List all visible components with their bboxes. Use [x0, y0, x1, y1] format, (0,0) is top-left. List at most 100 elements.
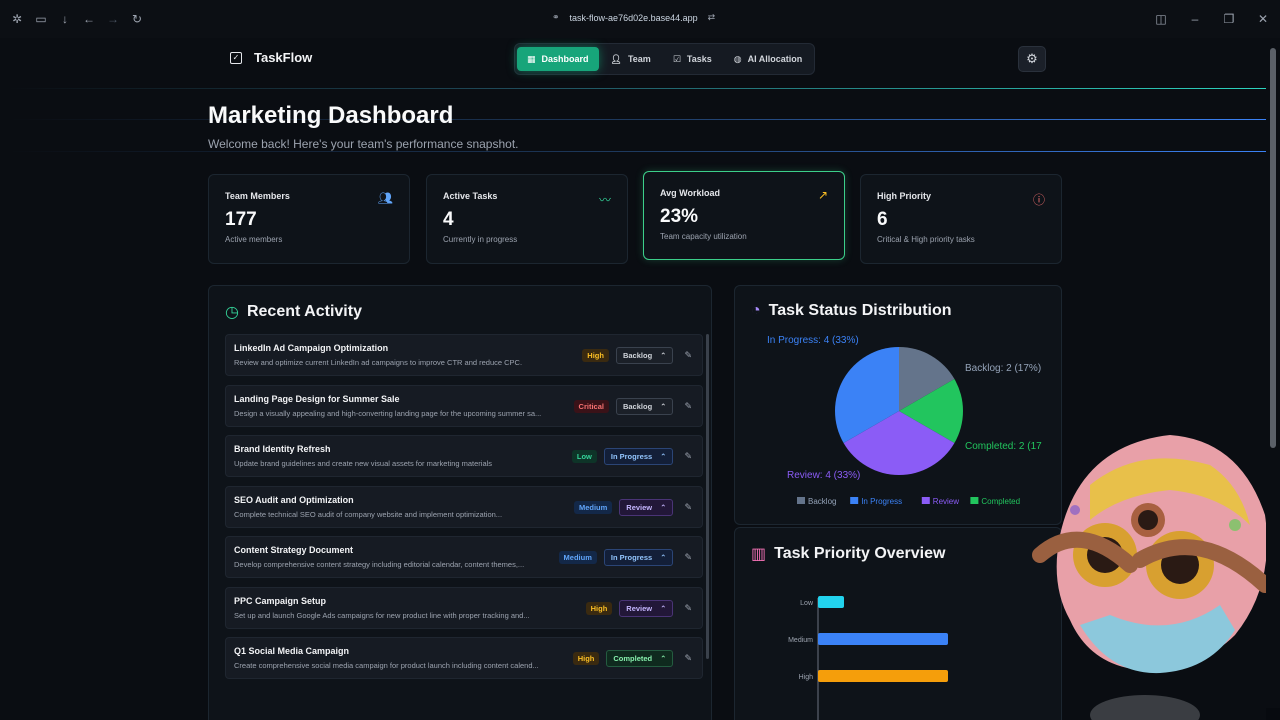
- close-icon[interactable]: ✕: [1257, 12, 1269, 26]
- panel-title: Task Priority Overview: [774, 545, 946, 562]
- stat-value: 6: [877, 209, 888, 230]
- download-icon[interactable]: ↓: [62, 12, 68, 26]
- legend-item[interactable]: In Progress: [850, 497, 902, 506]
- app-viewport: ✓ TaskFlow ▦ Dashboard 👤︎ Team ☑ Tasks ◍ AI …: [0, 38, 1266, 720]
- pie-slice-in-progress[interactable]: [835, 347, 899, 443]
- panel-title: Task Status Distribution: [768, 302, 952, 319]
- brand-name: TaskFlow: [254, 50, 313, 65]
- split-view-icon[interactable]: ◫: [1155, 12, 1167, 26]
- scrollbar-thumb[interactable]: [1270, 48, 1276, 448]
- browser-toolbar: ✲ ▭ ↓ ← → ↻ ⚭ task-flow-ae76d02e.base44.…: [0, 0, 1280, 38]
- edit-icon[interactable]: ✎: [684, 653, 692, 663]
- edit-icon[interactable]: ✎: [684, 350, 692, 360]
- task-description: Review and optimize current LinkedIn ad …: [234, 358, 523, 367]
- status-select[interactable]: Review ⌃: [619, 498, 674, 516]
- status-value: In Progress: [610, 452, 653, 461]
- stat-label: Active Tasks: [443, 191, 498, 201]
- pie-slice-completed[interactable]: [899, 379, 963, 443]
- chevron-updown-icon: ⌃: [660, 654, 667, 663]
- tick-label: High: [799, 674, 814, 681]
- page-scrollbar[interactable]: [1266, 38, 1280, 708]
- status-value: Completed: [613, 654, 653, 663]
- address-bar[interactable]: ⚭ task-flow-ae76d02e.base44.app ⇄: [552, 12, 715, 23]
- stat-label: Avg Workload: [660, 188, 721, 198]
- edit-icon[interactable]: ✎: [684, 552, 692, 562]
- priority-badge: Critical: [573, 399, 609, 413]
- stat-sub: Currently in progress: [443, 235, 518, 244]
- task-title: Brand Identity Refresh: [234, 444, 331, 454]
- pie-label: Completed: 2 (17: [965, 441, 1042, 452]
- legend-label: Completed: [981, 497, 1020, 506]
- legend-item[interactable]: Completed: [970, 497, 1020, 506]
- list-item[interactable]: LinkedIn Ad Campaign Optimization Review …: [225, 334, 703, 376]
- tune-icon[interactable]: ⇄: [707, 12, 716, 22]
- legend-swatch: [970, 497, 979, 504]
- pie-label: Backlog: 2 (17%): [965, 363, 1041, 374]
- legend-item[interactable]: Backlog: [797, 497, 836, 506]
- settings-button[interactable]: ⚙: [1018, 46, 1046, 72]
- stat-card-avg-workload[interactable]: Avg Workload 23% Team capacity utilizati…: [643, 171, 845, 260]
- bar-medium[interactable]: [818, 633, 948, 645]
- maximize-icon[interactable]: ❐: [1223, 12, 1235, 26]
- status-select[interactable]: In Progress ⌃: [603, 549, 674, 566]
- edit-icon[interactable]: ✎: [684, 602, 692, 613]
- bar-low[interactable]: [818, 596, 844, 608]
- status-select[interactable]: Backlog ⌃: [615, 397, 674, 415]
- list-item[interactable]: Q1 Social Media Campaign Create comprehen…: [225, 637, 703, 679]
- priority-badge: High: [572, 652, 600, 665]
- priority-badge: Low: [571, 450, 597, 463]
- legend-label: Backlog: [808, 497, 836, 506]
- status-select[interactable]: Backlog ⌃: [615, 347, 674, 364]
- chevron-updown-icon: ⌃: [660, 452, 667, 461]
- tab-team[interactable]: 👤︎ Team: [601, 47, 661, 71]
- sidebar-toggle-icon[interactable]: ▭: [35, 12, 47, 26]
- pie-slice-backlog[interactable]: [899, 347, 955, 411]
- task-title: Landing Page Design for Summer Sale: [234, 393, 400, 404]
- status-select[interactable]: In Progress ⌃: [603, 448, 674, 465]
- task-title: Content Strategy Document: [234, 545, 354, 555]
- list-item[interactable]: PPC Campaign Setup Set up and launch Goog…: [225, 586, 703, 629]
- extensions-icon[interactable]: ✲: [11, 12, 23, 26]
- list-item[interactable]: Landing Page Design for Summer Sale Desig…: [225, 384, 703, 427]
- legend-item[interactable]: Review: [921, 497, 959, 506]
- status-value: Review: [626, 603, 653, 613]
- tab-label: Dashboard: [541, 54, 589, 64]
- activity-icon: 〰: [598, 193, 611, 207]
- task-priority-panel: ▥ Task Priority Overview Low Medium High: [734, 527, 1062, 720]
- list-scrollbar[interactable]: [706, 334, 709, 659]
- back-icon[interactable]: ←: [83, 12, 95, 26]
- forward-icon[interactable]: →: [107, 12, 119, 26]
- glow-line: [8, 88, 1266, 89]
- stat-card-high-priority[interactable]: High Priority 6 Critical & High priority…: [860, 174, 1062, 264]
- mascot-avatar: [1032, 435, 1266, 720]
- bar-chart: Low Medium High: [788, 596, 948, 720]
- task-description: Design a visually appealing and high-con…: [234, 408, 542, 418]
- task-description: Set up and launch Google Ads campaigns f…: [234, 610, 530, 620]
- url-text[interactable]: task-flow-ae76d02e.base44.app: [569, 12, 698, 23]
- pie-slice-review[interactable]: [843, 411, 955, 475]
- reload-icon[interactable]: ↻: [131, 12, 143, 26]
- stat-card-active-tasks[interactable]: Active Tasks 4 Currently in progress 〰: [426, 174, 628, 264]
- edit-icon[interactable]: ✎: [684, 501, 692, 512]
- bar-high[interactable]: [818, 670, 948, 682]
- task-description: Update brand guidelines and create new v…: [234, 459, 493, 468]
- tab-label: AI Allocation: [747, 54, 803, 64]
- status-select[interactable]: Completed ⌃: [606, 650, 674, 667]
- stat-value: 177: [225, 209, 257, 230]
- tab-ai-allocation[interactable]: ◍ AI Allocation: [724, 47, 813, 71]
- legend-swatch: [850, 497, 859, 504]
- brand[interactable]: ✓ TaskFlow: [230, 50, 312, 65]
- minimize-icon[interactable]: –: [1191, 12, 1199, 26]
- priority-badge: High: [582, 349, 609, 362]
- list-item[interactable]: SEO Audit and Optimization Complete techn…: [225, 485, 703, 528]
- tab-tasks[interactable]: ☑ Tasks: [663, 47, 722, 71]
- stat-sub: Team capacity utilization: [660, 232, 747, 241]
- pie-label: In Progress: 4 (33%): [767, 335, 859, 346]
- edit-icon[interactable]: ✎: [684, 451, 692, 461]
- list-item[interactable]: Brand Identity Refresh Update brand guide…: [225, 435, 703, 477]
- list-item[interactable]: Content Strategy Document Develop compreh…: [225, 536, 703, 578]
- stat-card-team-members[interactable]: Team Members 177 Active members 👥︎: [208, 174, 410, 264]
- edit-icon[interactable]: ✎: [684, 400, 692, 411]
- tab-dashboard[interactable]: ▦ Dashboard: [517, 47, 599, 71]
- status-select[interactable]: Review ⌃: [619, 599, 674, 617]
